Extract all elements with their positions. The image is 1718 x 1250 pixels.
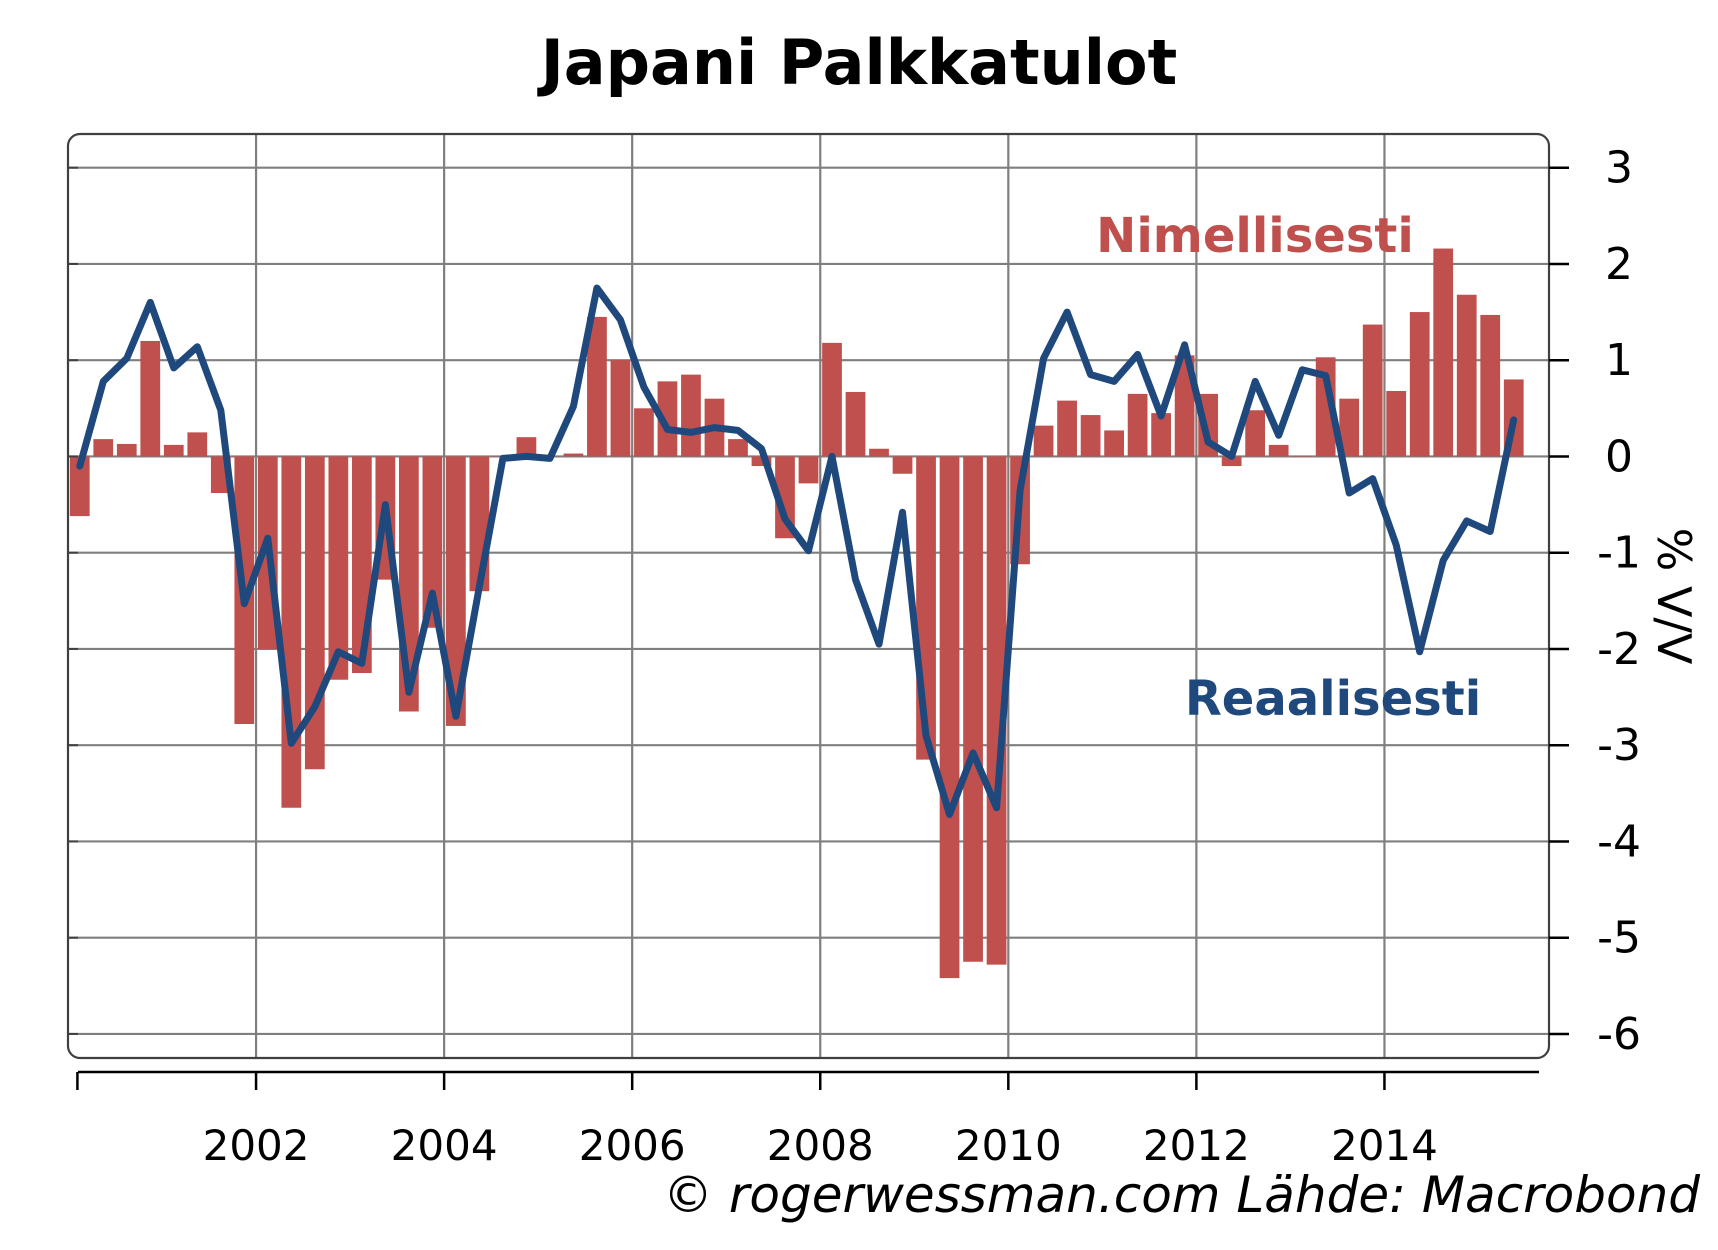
bar — [93, 439, 114, 457]
bar — [939, 456, 960, 979]
nominal-bars — [69, 248, 1524, 979]
bar — [845, 391, 866, 457]
x-tick-label: 2002 — [203, 1121, 310, 1170]
x-tick-label: 2014 — [1331, 1121, 1438, 1170]
bar — [1245, 410, 1266, 457]
bar — [1362, 324, 1383, 457]
y-axis-label: % V/V — [1647, 528, 1701, 665]
bar — [822, 342, 842, 457]
bar — [140, 340, 161, 457]
axes: 3 2 1 0 -1 -2 -3 -4 -5 -6 2002 2004 2006 2008 2010 2012… — [68, 143, 1701, 1170]
bar — [1409, 312, 1430, 457]
bar — [587, 316, 607, 457]
bar — [657, 381, 678, 457]
bar — [1057, 400, 1077, 457]
plot-frame — [66, 132, 1551, 1060]
bar — [1174, 355, 1195, 457]
series-line-reaalisesti — [76, 284, 1518, 818]
bar — [422, 456, 443, 628]
bar — [1456, 294, 1477, 457]
bar — [446, 456, 466, 726]
bar — [1292, 456, 1313, 457]
x-tick-label: 2004 — [391, 1121, 498, 1170]
y-tick-label: -3 — [1597, 720, 1641, 771]
bar — [69, 456, 90, 517]
grid-lines — [68, 134, 1549, 1058]
y-tick-label: -2 — [1597, 624, 1641, 675]
chart-title: Japani Palkkatulot — [540, 26, 1178, 99]
plot-border — [66, 132, 1551, 1060]
bar — [328, 456, 349, 680]
y-tick-label: -5 — [1597, 913, 1641, 964]
bar — [281, 456, 302, 808]
bar — [1386, 390, 1407, 457]
bar — [751, 456, 772, 467]
real-line — [76, 284, 1518, 818]
bar — [163, 444, 184, 457]
bar — [563, 453, 584, 457]
bar — [1433, 248, 1454, 457]
bar — [1104, 430, 1124, 457]
y-tick-label: 0 — [1605, 431, 1633, 482]
y-tick-label: -4 — [1597, 816, 1641, 867]
bar — [1080, 415, 1101, 457]
y-tick-label: 3 — [1605, 143, 1633, 194]
series-label-reaalisesti: Reaalisesti — [1185, 671, 1481, 727]
bar — [1151, 413, 1171, 457]
bar — [1268, 444, 1289, 457]
series-label-nimellisesti: Nimellisesti — [1096, 208, 1414, 264]
x-tick-label: 2006 — [579, 1121, 686, 1170]
bar — [516, 437, 537, 457]
bar — [116, 443, 137, 457]
bar — [1127, 393, 1148, 457]
y-tick-label: 1 — [1605, 335, 1633, 386]
bar — [1480, 314, 1501, 457]
bar — [610, 360, 631, 457]
source-credit: © rogerwessman.com Lähde: Macrobond — [662, 1166, 1700, 1224]
x-tick-label: 2012 — [1143, 1121, 1250, 1170]
bar — [869, 448, 889, 457]
y-tick-label: -6 — [1597, 1009, 1641, 1060]
bar — [798, 456, 819, 484]
bar — [187, 432, 208, 457]
bar — [892, 456, 913, 474]
bar — [775, 456, 795, 539]
x-tick-label: 2008 — [767, 1121, 874, 1170]
x-tick-label: 2010 — [955, 1121, 1062, 1170]
bar — [1339, 398, 1360, 457]
y-tick-label: 2 — [1605, 239, 1633, 290]
series-labels: Nimellisesti Reaalisesti — [1096, 208, 1481, 727]
bar — [1033, 425, 1054, 457]
bar — [681, 374, 701, 457]
bar — [1221, 456, 1242, 467]
bar — [634, 408, 654, 457]
bar — [728, 439, 748, 457]
bar — [963, 456, 983, 962]
y-tick-label: -1 — [1597, 528, 1641, 579]
bar — [1315, 357, 1336, 457]
bar — [986, 456, 1007, 965]
